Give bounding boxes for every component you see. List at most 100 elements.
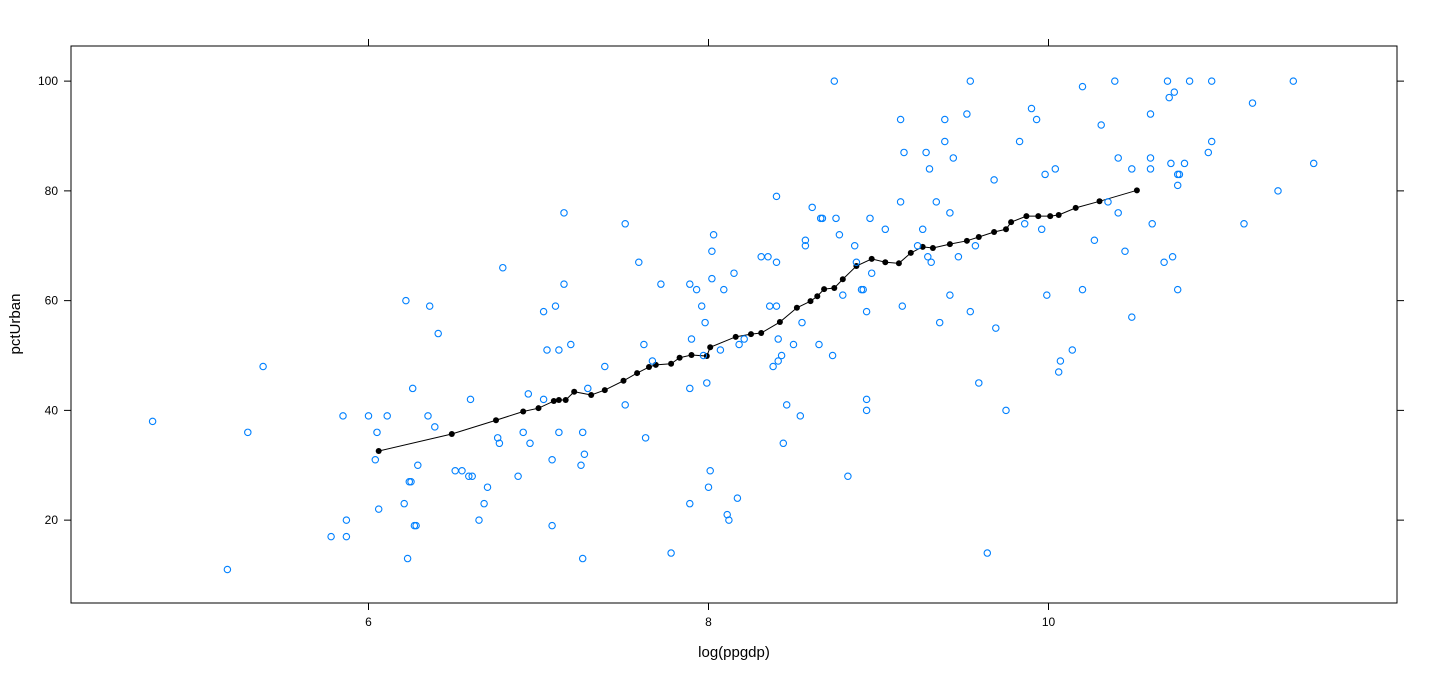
data-point — [339, 412, 347, 420]
data-point — [935, 318, 944, 327]
trend-point — [668, 360, 675, 367]
data-point — [223, 565, 232, 574]
data-point — [1041, 170, 1049, 179]
y-tick-label: 20 — [45, 513, 59, 527]
data-point — [946, 291, 954, 299]
data-point — [640, 340, 648, 349]
data-point — [1146, 165, 1155, 173]
data-point — [1274, 187, 1282, 195]
data-point — [539, 395, 548, 404]
data-point — [584, 384, 592, 393]
trend-point — [646, 364, 652, 371]
data-point — [1167, 159, 1175, 168]
data-point — [703, 379, 711, 387]
data-point — [1173, 181, 1182, 190]
data-point — [779, 439, 788, 448]
data-point — [686, 280, 694, 288]
data-point — [1173, 285, 1182, 294]
data-point — [621, 401, 629, 409]
data-point — [966, 307, 975, 316]
data-point — [414, 461, 422, 470]
data-point — [1163, 77, 1172, 85]
data-point — [918, 225, 927, 234]
data-point — [1146, 110, 1155, 118]
data-point — [244, 428, 252, 437]
trend-point — [571, 388, 578, 395]
data-point — [519, 428, 527, 437]
data-point — [844, 472, 852, 480]
data-point — [407, 477, 415, 486]
data-point — [733, 494, 742, 502]
data-point — [954, 252, 963, 261]
data-point — [431, 423, 439, 431]
data-point — [924, 252, 932, 261]
trend-point — [562, 396, 569, 403]
data-point — [774, 335, 782, 343]
trend-point — [975, 233, 982, 240]
data-point — [946, 209, 954, 217]
trend-point — [758, 330, 765, 337]
trend-point — [732, 333, 739, 340]
data-point — [765, 302, 774, 310]
data-point — [966, 77, 975, 85]
data-point — [777, 351, 786, 360]
data-point — [708, 274, 716, 283]
data-point — [1128, 165, 1136, 173]
data-point — [772, 192, 781, 201]
data-point — [648, 357, 657, 365]
data-point — [499, 263, 507, 272]
data-point — [577, 461, 585, 470]
data-point — [425, 302, 434, 310]
data-point — [548, 456, 556, 464]
trend-point — [448, 430, 455, 437]
trend-point — [634, 370, 641, 377]
data-point — [830, 77, 839, 85]
data-point — [1170, 88, 1179, 96]
data-point — [801, 242, 810, 250]
trend-point — [601, 387, 608, 394]
data-point — [1114, 154, 1122, 162]
data-point — [259, 362, 267, 371]
data-point — [1015, 137, 1024, 146]
data-point — [925, 165, 934, 173]
data-point — [495, 439, 504, 448]
data-point — [774, 357, 782, 365]
trend-point — [688, 351, 695, 358]
data-point — [735, 340, 743, 349]
data-point — [862, 406, 871, 415]
data-point — [798, 318, 806, 327]
trend-point — [1035, 213, 1042, 220]
data-point — [1078, 285, 1087, 294]
data-point — [458, 466, 466, 475]
plot-frame — [70, 45, 1398, 604]
data-point — [941, 115, 949, 124]
data-point — [686, 499, 694, 508]
data-point — [1111, 77, 1119, 85]
data-point — [1185, 77, 1194, 85]
data-point — [697, 302, 706, 310]
data-point — [1121, 247, 1129, 255]
data-point — [1043, 291, 1051, 299]
data-point — [828, 351, 837, 360]
trend-point — [946, 241, 953, 248]
data-point — [687, 335, 696, 343]
trend-point — [882, 259, 889, 266]
trend-point — [839, 276, 846, 283]
data-point — [621, 220, 629, 228]
data-point — [818, 214, 827, 223]
data-point — [1309, 159, 1318, 168]
data-point — [801, 236, 810, 245]
data-point — [706, 466, 714, 475]
trend-point — [831, 285, 838, 292]
data-point — [548, 521, 556, 530]
data-point — [402, 296, 410, 305]
data-point — [898, 302, 907, 310]
data-point — [480, 499, 488, 508]
data-point — [850, 242, 859, 250]
trend-point — [991, 229, 998, 236]
data-point — [371, 456, 380, 464]
data-point — [475, 516, 483, 524]
data-point — [580, 450, 589, 459]
data-point — [555, 346, 563, 354]
trend-point — [1072, 204, 1079, 211]
